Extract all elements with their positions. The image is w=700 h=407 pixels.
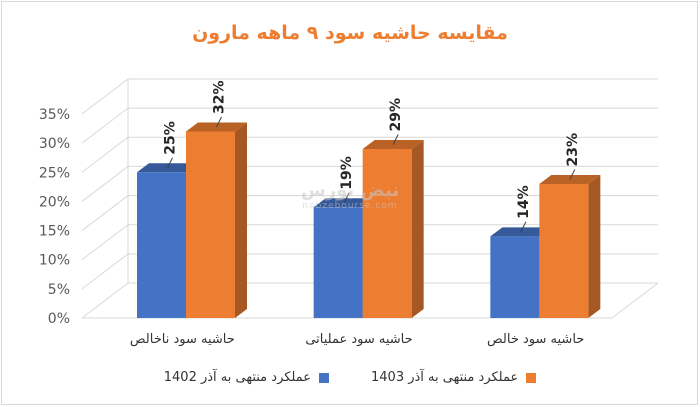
bar [137, 172, 186, 318]
y-tick-label: 15% [39, 224, 70, 240]
y-tick-label: 20% [39, 194, 70, 210]
legend-item-1403: عملکرد منتهی به آذر 1403 [371, 370, 537, 385]
data-label-leader [167, 157, 173, 169]
bar [362, 148, 412, 318]
y-tick-label: 25% [39, 165, 70, 181]
watermark: نبض بورس nabzebourse.com [285, 180, 415, 211]
legend-label-1403: عملکرد منتهی به آذر 1403 [371, 370, 519, 385]
x-category-label: حاشیه سود عملیاتی [305, 332, 412, 347]
y-tick-label: 30% [39, 136, 70, 152]
bar [490, 236, 540, 318]
y-tick-label: 35% [39, 107, 70, 123]
grid-diagonal [81, 282, 129, 319]
data-label-leader [216, 116, 222, 128]
data-label: 14% [516, 185, 532, 219]
legend-swatch-1402 [319, 372, 329, 383]
watermark-logo-text: نبض بورس [300, 180, 400, 201]
data-label: 19% [339, 156, 355, 190]
bar-side-face [411, 139, 424, 318]
data-label-leader [520, 221, 527, 233]
chart-legend: عملکرد منتهی به آذر 1403 عملکرد منتهی به… [0, 370, 700, 385]
data-label-leader [343, 192, 350, 203]
y-tick-label: 0% [48, 311, 70, 327]
data-label: 32% [212, 80, 228, 114]
grid-diagonal [81, 253, 129, 290]
grid-diagonal [81, 166, 129, 202]
y-tick-label: 5% [48, 282, 70, 298]
data-label: 29% [388, 98, 404, 132]
grid-diagonal [81, 136, 129, 173]
bar [539, 183, 589, 318]
watermark-url: nabzebourse.com [302, 201, 398, 211]
floor-right-edge [611, 282, 659, 319]
grid-diagonal [81, 78, 129, 115]
bar-side-face [588, 174, 601, 318]
grid-diagonal [81, 224, 129, 261]
bar-side-face [235, 122, 247, 318]
bar [186, 131, 235, 318]
x-category-label: حاشیه سود خالص [487, 332, 584, 347]
data-label-leader [392, 134, 399, 145]
legend-label-1402: عملکرد منتهی به آذر 1402 [163, 370, 311, 385]
chart-title: مقایسه حاشیه سود ۹ ماهه مارون [192, 22, 508, 44]
grid-diagonal [81, 195, 129, 231]
bar [313, 207, 363, 318]
legend-item-1402: عملکرد منتهی به آذر 1402 [164, 370, 329, 385]
x-category-label: حاشیه سود ناخالص [130, 332, 235, 347]
data-label-leader [569, 169, 576, 180]
legend-swatch-1403 [526, 372, 537, 383]
data-label: 25% [163, 121, 179, 155]
grid-diagonal [81, 107, 129, 144]
y-tick-label: 10% [39, 253, 70, 269]
data-label: 23% [565, 133, 581, 167]
